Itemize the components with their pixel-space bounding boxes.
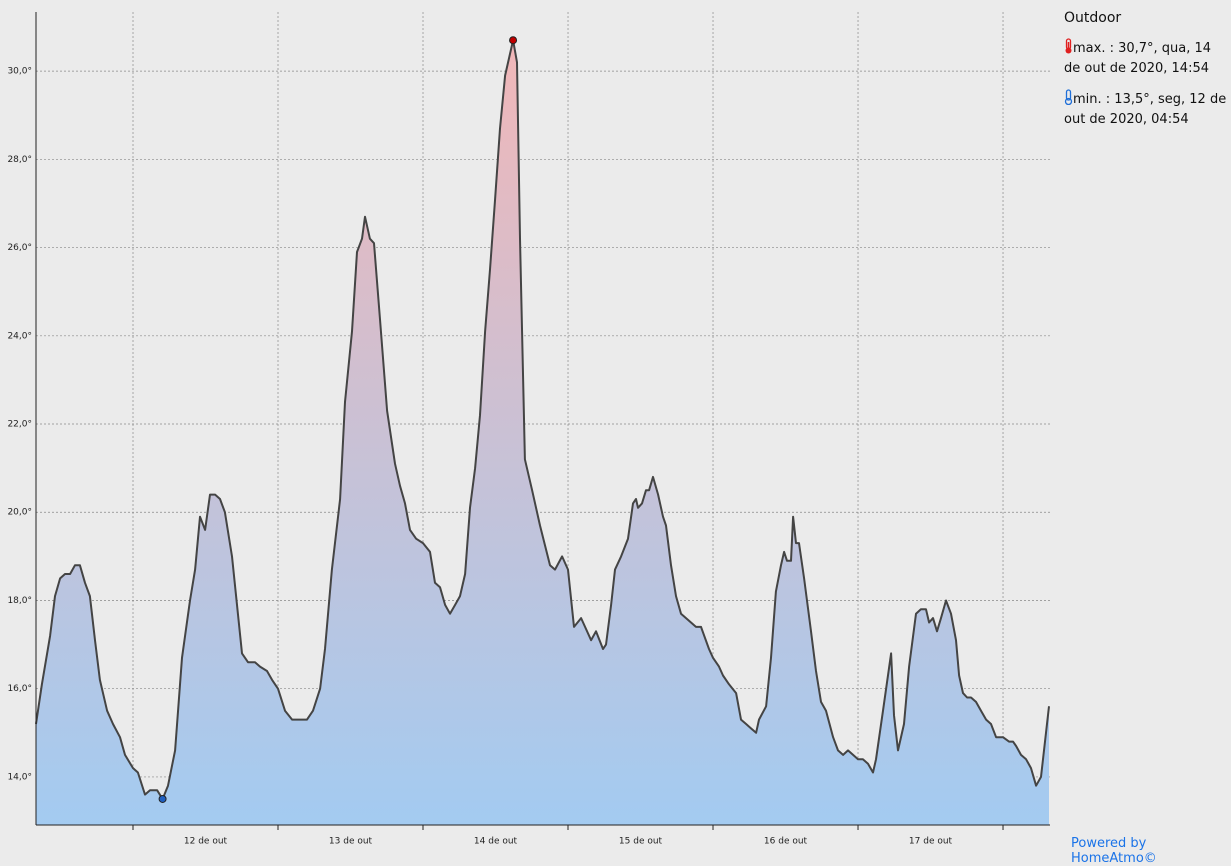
- y-tick-label: 24,0°: [7, 331, 32, 341]
- y-tick-label: 22,0°: [7, 420, 32, 430]
- panel-title: Outdoor: [1064, 10, 1122, 26]
- x-tick-label: 16 de out: [764, 837, 808, 847]
- thermometer-hot-icon: [1065, 38, 1072, 54]
- info-panel: Outdoor max. : 30,7°, qua, 14 de out de …: [1064, 8, 1229, 140]
- max-annotation: max. : 30,7°, qua, 14 de out de 2020, 14…: [1064, 41, 1212, 76]
- y-tick-label: 18,0°: [7, 596, 32, 606]
- min-entry: min. : 13,5°, seg, 12 de out de 2020, 04…: [1064, 89, 1229, 130]
- x-tick-label: 14 de out: [474, 837, 518, 847]
- x-tick-label: 17 de out: [909, 837, 953, 847]
- max-entry: max. : 30,7°, qua, 14 de out de 2020, 14…: [1064, 38, 1229, 79]
- y-tick-label: 28,0°: [7, 155, 32, 165]
- y-tick-label: 26,0°: [7, 243, 32, 253]
- thermometer-cold-icon: [1064, 89, 1073, 106]
- y-tick-label: 16,0°: [7, 684, 32, 694]
- min-marker: [158, 794, 167, 803]
- x-tick-label: 13 de out: [329, 837, 373, 847]
- y-tick-label: 20,0°: [7, 508, 32, 518]
- min-annotation: min. : 13,5°, seg, 12 de out de 2020, 04…: [1064, 92, 1227, 127]
- x-tick-label: 15 de out: [619, 837, 663, 847]
- credit-link[interactable]: Powered by HomeAtmo©: [1071, 836, 1157, 866]
- max-marker: [509, 36, 518, 45]
- chart: 14,0° 16,0° 18,0° 20,0° 22,0° 24,0° 26,0° 28,0°…: [7, 12, 1050, 847]
- area-fill: [36, 40, 1049, 825]
- y-tick-label: 14,0°: [7, 772, 32, 782]
- y-tick-label: 30,0°: [7, 67, 32, 77]
- x-tick-label: 12 de out: [184, 837, 228, 847]
- temperature-line: [35, 39, 1050, 800]
